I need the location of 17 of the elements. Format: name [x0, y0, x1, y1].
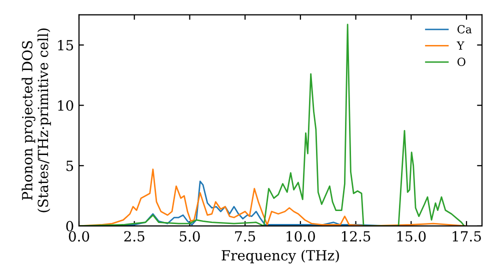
x-tick-label: 7.5 [235, 231, 256, 242]
x-tick-label: 17.5 [452, 231, 481, 242]
legend-label: Y [456, 41, 464, 50]
y-tick-label: 5 [66, 160, 74, 172]
y-axis-title: Phonon projected DOS (States/THz·primitive cell) [22, 28, 51, 212]
legend-label: O [457, 58, 466, 66]
y-tick-label: 10 [58, 100, 74, 111]
x-tick-label: 15.0 [397, 231, 426, 242]
y-tick-label: 0 [66, 220, 74, 232]
x-axis-title: Frequency (THz) [222, 250, 339, 264]
x-tick-label: 12.5 [342, 231, 370, 242]
x-tick-label: 5.0 [180, 231, 200, 242]
x-tick-label: 0.0 [68, 231, 90, 242]
y-tick-label: 15 [58, 40, 74, 50]
x-tick-label: 2.5 [124, 231, 144, 242]
legend-label: Ca [457, 25, 472, 34]
x-tick-label: 10.0 [286, 231, 315, 242]
